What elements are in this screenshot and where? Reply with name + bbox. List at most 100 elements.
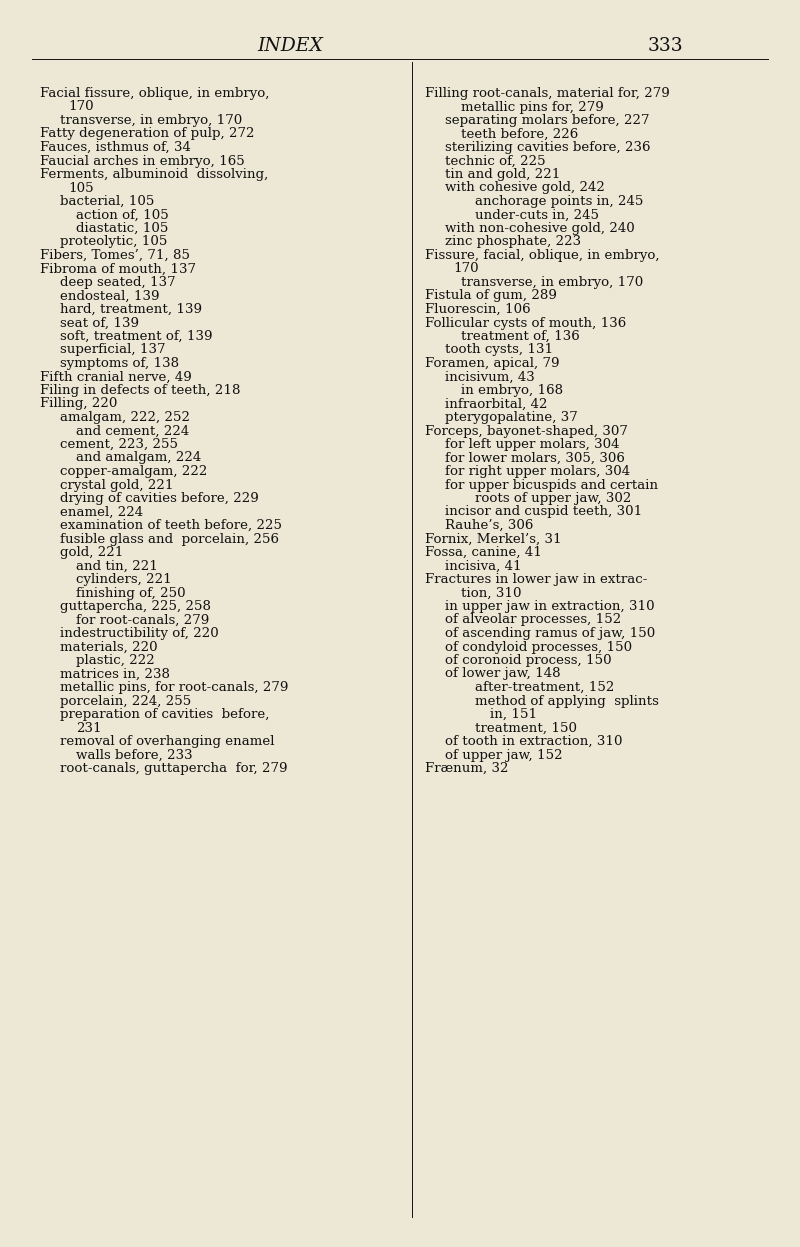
Text: Fossa, canine, 41: Fossa, canine, 41 [425,546,542,559]
Text: gold, 221: gold, 221 [60,546,123,559]
Text: of alveolar processes, 152: of alveolar processes, 152 [445,614,622,626]
Text: Ferments, albuminoid  dissolving,: Ferments, albuminoid dissolving, [40,168,268,181]
Text: teeth before, 226: teeth before, 226 [461,127,578,141]
Text: treatment, 150: treatment, 150 [475,722,577,734]
Text: Fractures in lower jaw in extrac-: Fractures in lower jaw in extrac- [425,574,647,586]
Text: action of, 105: action of, 105 [76,208,169,222]
Text: roots of upper jaw, 302: roots of upper jaw, 302 [475,493,631,505]
Text: for lower molars, 305, 306: for lower molars, 305, 306 [445,451,625,464]
Text: removal of overhanging enamel: removal of overhanging enamel [60,734,274,748]
Text: Forceps, bayonet-shaped, 307: Forceps, bayonet-shaped, 307 [425,424,628,438]
Text: Rauhe’s, 306: Rauhe’s, 306 [445,519,534,532]
Text: anchorage points in, 245: anchorage points in, 245 [475,195,643,208]
Text: zinc phosphate, 223: zinc phosphate, 223 [445,236,581,248]
Text: Foramen, apical, 79: Foramen, apical, 79 [425,357,559,370]
Text: examination of teeth before, 225: examination of teeth before, 225 [60,519,282,532]
Text: enamel, 224: enamel, 224 [60,505,143,519]
Text: and cement, 224: and cement, 224 [76,424,190,438]
Text: guttapercha, 225, 258: guttapercha, 225, 258 [60,600,211,614]
Text: in, 151: in, 151 [490,708,537,721]
Text: metallic pins, for root-canals, 279: metallic pins, for root-canals, 279 [60,681,288,695]
Text: root-canals, guttapercha  for, 279: root-canals, guttapercha for, 279 [60,762,287,774]
Text: plastic, 222: plastic, 222 [76,653,154,667]
Text: of coronoid process, 150: of coronoid process, 150 [445,653,612,667]
Text: Faucial arches in embryo, 165: Faucial arches in embryo, 165 [40,155,245,167]
Text: Fauces, isthmus of, 34: Fauces, isthmus of, 34 [40,141,191,153]
Text: transverse, in embryo, 170: transverse, in embryo, 170 [60,113,242,127]
Text: Facial fissure, oblique, in embryo,: Facial fissure, oblique, in embryo, [40,87,270,100]
Text: Follicular cysts of mouth, 136: Follicular cysts of mouth, 136 [425,317,626,329]
Text: deep seated, 137: deep seated, 137 [60,276,176,289]
Text: hard, treatment, 139: hard, treatment, 139 [60,303,202,315]
Text: 170: 170 [68,101,94,113]
Text: crystal gold, 221: crystal gold, 221 [60,479,174,491]
Text: Fatty degeneration of pulp, 272: Fatty degeneration of pulp, 272 [40,127,254,141]
Text: tion, 310: tion, 310 [461,586,522,600]
Text: incisor and cuspid teeth, 301: incisor and cuspid teeth, 301 [445,505,642,519]
Text: symptoms of, 138: symptoms of, 138 [60,357,179,370]
Text: after-treatment, 152: after-treatment, 152 [475,681,614,695]
Text: treatment of, 136: treatment of, 136 [461,330,580,343]
Text: in embryo, 168: in embryo, 168 [461,384,563,397]
Text: with cohesive gold, 242: with cohesive gold, 242 [445,182,605,195]
Text: separating molars before, 227: separating molars before, 227 [445,113,650,127]
Text: in upper jaw in extraction, 310: in upper jaw in extraction, 310 [445,600,654,614]
Text: transverse, in embryo, 170: transverse, in embryo, 170 [461,276,643,289]
Text: for root-canals, 279: for root-canals, 279 [76,614,210,626]
Text: Filling root-canals, material for, 279: Filling root-canals, material for, 279 [425,87,670,100]
Text: matrices in, 238: matrices in, 238 [60,667,170,681]
Text: 170: 170 [453,263,478,276]
Text: finishing of, 250: finishing of, 250 [76,586,186,600]
Text: incisiva, 41: incisiva, 41 [445,560,522,572]
Text: Filling, 220: Filling, 220 [40,398,118,410]
Text: of lower jaw, 148: of lower jaw, 148 [445,667,561,681]
Text: tin and gold, 221: tin and gold, 221 [445,168,560,181]
Text: for left upper molars, 304: for left upper molars, 304 [445,438,619,451]
Text: cement, 223, 255: cement, 223, 255 [60,438,178,451]
Text: and amalgam, 224: and amalgam, 224 [76,451,202,464]
Text: Fissure, facial, oblique, in embryo,: Fissure, facial, oblique, in embryo, [425,249,660,262]
Text: Fibers, Tomes’, 71, 85: Fibers, Tomes’, 71, 85 [40,249,190,262]
Text: indestructibility of, 220: indestructibility of, 220 [60,627,218,640]
Text: sterilizing cavities before, 236: sterilizing cavities before, 236 [445,141,650,153]
Text: walls before, 233: walls before, 233 [76,748,193,762]
Text: tooth cysts, 131: tooth cysts, 131 [445,343,553,357]
Text: amalgam, 222, 252: amalgam, 222, 252 [60,412,190,424]
Text: drying of cavities before, 229: drying of cavities before, 229 [60,493,258,505]
Text: incisivum, 43: incisivum, 43 [445,370,534,384]
Text: for right upper molars, 304: for right upper molars, 304 [445,465,630,478]
Text: Filing in defects of teeth, 218: Filing in defects of teeth, 218 [40,384,241,397]
Text: technic of, 225: technic of, 225 [445,155,546,167]
Text: soft, treatment of, 139: soft, treatment of, 139 [60,330,213,343]
Text: Frænum, 32: Frænum, 32 [425,762,509,774]
Text: method of applying  splints: method of applying splints [475,695,659,707]
Text: Fornix, Merkel’s, 31: Fornix, Merkel’s, 31 [425,532,562,545]
Text: of ascending ramus of jaw, 150: of ascending ramus of jaw, 150 [445,627,655,640]
Text: materials, 220: materials, 220 [60,641,158,653]
Text: porcelain, 224, 255: porcelain, 224, 255 [60,695,191,707]
Text: endosteal, 139: endosteal, 139 [60,289,159,303]
Text: proteolytic, 105: proteolytic, 105 [60,236,167,248]
Text: of condyloid processes, 150: of condyloid processes, 150 [445,641,632,653]
Text: Fluorescin, 106: Fluorescin, 106 [425,303,530,315]
Text: 105: 105 [68,182,94,195]
Text: diastatic, 105: diastatic, 105 [76,222,168,234]
Text: superficial, 137: superficial, 137 [60,343,166,357]
Text: Fistula of gum, 289: Fistula of gum, 289 [425,289,557,303]
Text: INDEX: INDEX [257,37,323,55]
Text: pterygopalatine, 37: pterygopalatine, 37 [445,412,578,424]
Text: of tooth in extraction, 310: of tooth in extraction, 310 [445,734,622,748]
Text: infraorbital, 42: infraorbital, 42 [445,398,547,410]
Text: for upper bicuspids and certain: for upper bicuspids and certain [445,479,658,491]
Text: 333: 333 [647,37,683,55]
Text: Fifth cranial nerve, 49: Fifth cranial nerve, 49 [40,370,192,384]
Text: Fibroma of mouth, 137: Fibroma of mouth, 137 [40,263,196,276]
Text: bacterial, 105: bacterial, 105 [60,195,154,208]
Text: 231: 231 [76,722,102,734]
Text: preparation of cavities  before,: preparation of cavities before, [60,708,270,721]
Text: cylinders, 221: cylinders, 221 [76,574,172,586]
Text: seat of, 139: seat of, 139 [60,317,139,329]
Text: metallic pins for, 279: metallic pins for, 279 [461,101,604,113]
Text: copper-amalgam, 222: copper-amalgam, 222 [60,465,207,478]
Text: of upper jaw, 152: of upper jaw, 152 [445,748,562,762]
